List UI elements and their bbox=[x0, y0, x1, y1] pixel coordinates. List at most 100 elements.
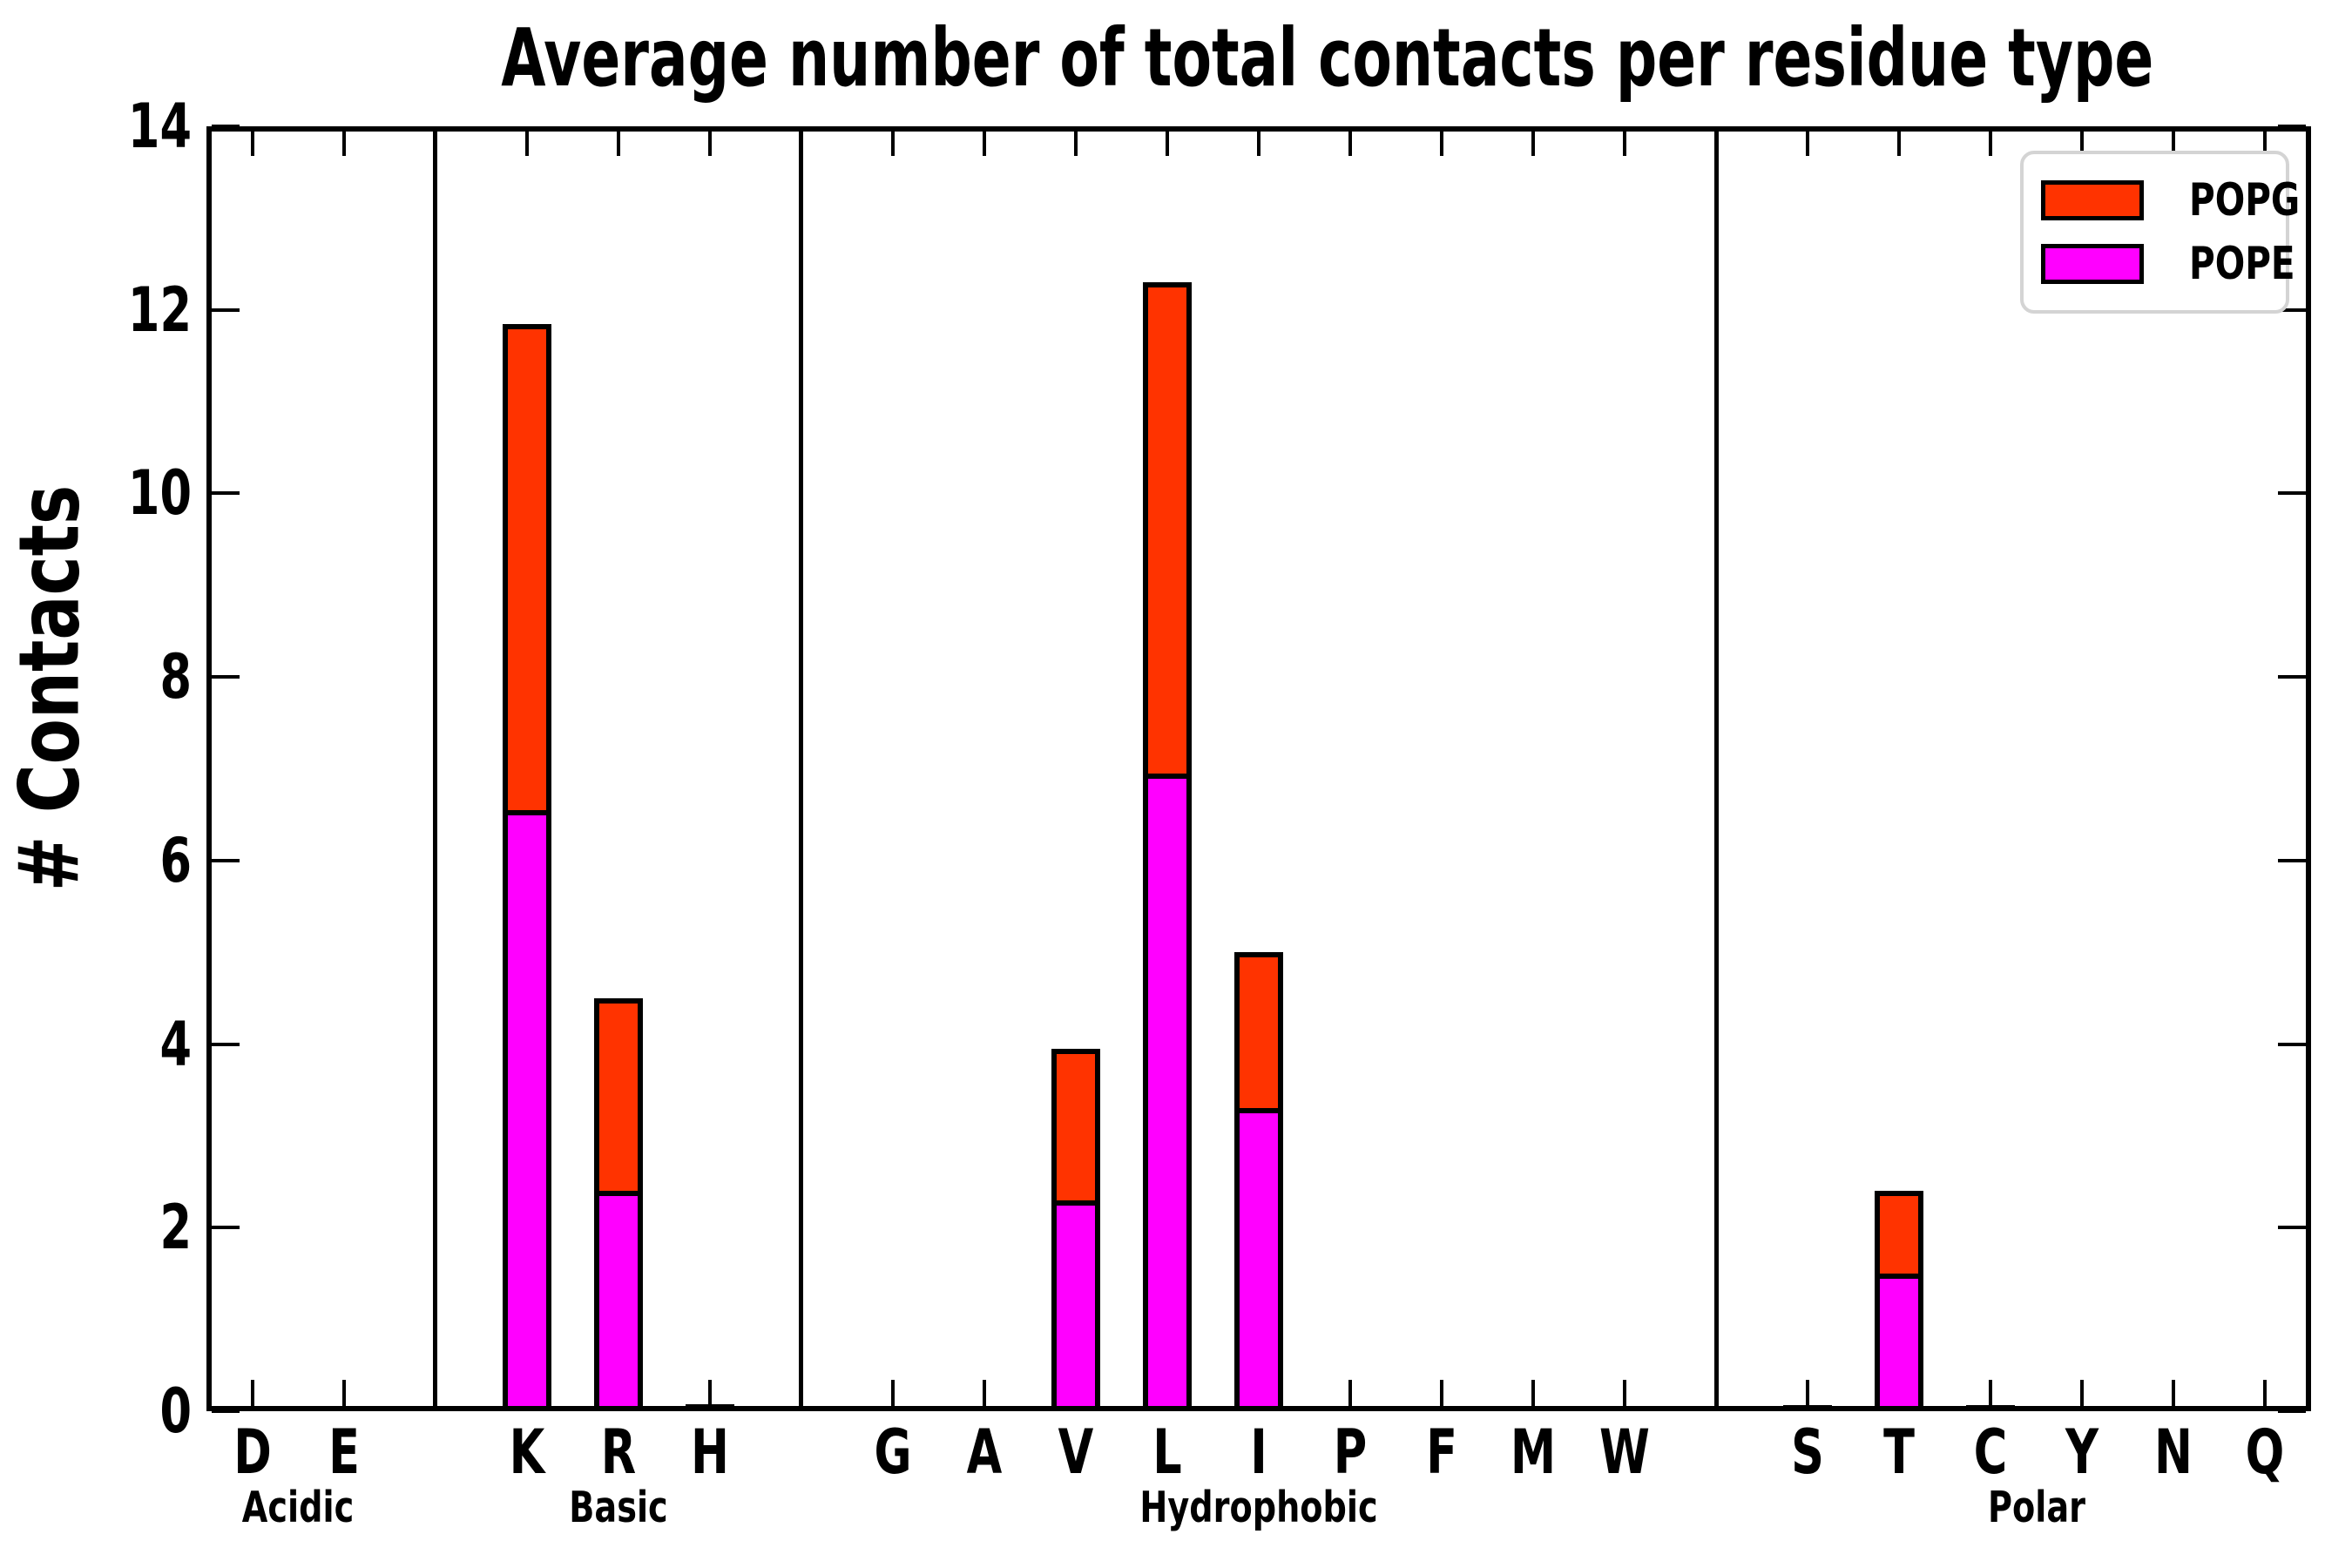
x-tick-label-Q: Q bbox=[2246, 1416, 2285, 1488]
x-tick-label-R: R bbox=[600, 1416, 636, 1488]
x-tick-top-L bbox=[1165, 132, 1169, 156]
x-tick-label-Y: Y bbox=[2065, 1416, 2099, 1488]
bar-D bbox=[227, 1406, 277, 1409]
bar-M bbox=[1509, 1405, 1558, 1409]
bar-R-pope-segment bbox=[598, 1191, 638, 1406]
bar-C bbox=[1966, 1404, 2016, 1409]
bar-F bbox=[1417, 1405, 1467, 1409]
legend-entry-pope: POPE bbox=[2041, 241, 2295, 287]
bar-L bbox=[1142, 282, 1192, 1411]
x-tick-label-V: V bbox=[1058, 1416, 1094, 1488]
y-tick-right-8 bbox=[2278, 675, 2306, 679]
x-tick-top-C bbox=[1989, 132, 1993, 156]
x-tick-bottom-G bbox=[890, 1380, 895, 1406]
x-tick-bottom-S bbox=[1806, 1380, 1810, 1406]
x-tick-top-T bbox=[1897, 132, 1902, 156]
bar-E bbox=[319, 1405, 368, 1409]
y-tick-label-10: 10 bbox=[127, 457, 192, 530]
x-tick-label-I: I bbox=[1250, 1416, 1267, 1488]
group-separator-2 bbox=[1713, 132, 1719, 1406]
y-tick-label-14: 14 bbox=[127, 91, 192, 162]
x-tick-top-Q bbox=[2263, 132, 2268, 156]
x-tick-bottom-Y bbox=[2080, 1380, 2085, 1406]
bar-G bbox=[868, 1406, 917, 1409]
y-tick-right-4 bbox=[2278, 1042, 2306, 1046]
bar-K-pope-segment bbox=[507, 809, 546, 1406]
bar-S bbox=[1783, 1404, 1833, 1409]
group-label-hydrophobic: Hydrophobic bbox=[1139, 1483, 1378, 1532]
x-tick-label-L: L bbox=[1152, 1416, 1182, 1488]
y-tick-right-0 bbox=[2278, 1409, 2306, 1413]
x-tick-label-E: E bbox=[328, 1416, 360, 1488]
bar-A bbox=[959, 1405, 1009, 1409]
x-tick-label-W: W bbox=[1599, 1416, 1651, 1488]
x-tick-top-H bbox=[707, 132, 712, 156]
group-separator-0 bbox=[433, 132, 438, 1406]
pope-swatch bbox=[2041, 244, 2144, 284]
x-tick-top-W bbox=[1623, 132, 1627, 156]
x-tick-bottom-W bbox=[1623, 1380, 1627, 1406]
bar-P bbox=[1326, 1406, 1375, 1409]
y-tick-right-14 bbox=[2278, 125, 2306, 128]
x-tick-bottom-D bbox=[250, 1380, 254, 1406]
bar-H bbox=[685, 1403, 734, 1409]
bar-W bbox=[1600, 1405, 1650, 1409]
x-tick-label-H: H bbox=[690, 1416, 729, 1488]
y-tick-left-4 bbox=[212, 1042, 240, 1046]
y-tick-right-10 bbox=[2278, 491, 2306, 496]
x-tick-label-A: A bbox=[966, 1416, 1003, 1488]
x-tick-label-S: S bbox=[1791, 1416, 1825, 1488]
y-tick-label-0: 0 bbox=[159, 1375, 192, 1447]
x-tick-bottom-A bbox=[982, 1380, 986, 1406]
y-tick-label-6: 6 bbox=[159, 824, 192, 896]
x-tick-top-D bbox=[250, 132, 254, 156]
x-tick-top-G bbox=[890, 132, 895, 156]
x-tick-top-R bbox=[616, 132, 620, 156]
y-tick-left-6 bbox=[212, 858, 240, 862]
x-tick-label-T: T bbox=[1883, 1416, 1916, 1488]
x-tick-label-N: N bbox=[2154, 1416, 2193, 1488]
x-tick-label-C: C bbox=[1974, 1416, 2008, 1488]
group-label-acidic: Acidic bbox=[241, 1483, 355, 1532]
x-tick-label-F: F bbox=[1426, 1416, 1458, 1488]
x-tick-bottom-M bbox=[1531, 1380, 1536, 1406]
bar-Q bbox=[2240, 1406, 2290, 1409]
x-tick-top-M bbox=[1531, 132, 1536, 156]
y-tick-label-4: 4 bbox=[159, 1008, 192, 1080]
y-tick-label-2: 2 bbox=[159, 1192, 192, 1264]
x-tick-label-K: K bbox=[509, 1416, 544, 1488]
y-tick-left-2 bbox=[212, 1226, 240, 1230]
y-tick-left-12 bbox=[212, 308, 240, 312]
bar-K bbox=[502, 323, 551, 1411]
x-tick-label-D: D bbox=[233, 1416, 272, 1488]
group-separator-1 bbox=[799, 132, 804, 1406]
x-tick-top-I bbox=[1257, 132, 1260, 156]
bar-T-pope-segment bbox=[1880, 1273, 1919, 1406]
chart-title: Average number of total contacts per res… bbox=[501, 11, 2154, 105]
group-label-polar: Polar bbox=[1987, 1483, 2085, 1532]
bar-V bbox=[1051, 1048, 1100, 1411]
group-label-basic: Basic bbox=[568, 1483, 668, 1532]
bar-T bbox=[1875, 1191, 1924, 1411]
bar-I-pope-segment bbox=[1240, 1108, 1278, 1406]
y-tick-right-2 bbox=[2278, 1226, 2306, 1230]
x-tick-bottom-C bbox=[1989, 1380, 1993, 1406]
x-tick-top-Y bbox=[2080, 132, 2085, 156]
x-tick-top-F bbox=[1440, 132, 1444, 156]
x-tick-bottom-E bbox=[341, 1380, 346, 1406]
bar-N bbox=[2149, 1405, 2199, 1409]
x-tick-top-N bbox=[2172, 132, 2176, 156]
legend: POPG POPE bbox=[2020, 151, 2300, 314]
x-tick-label-P: P bbox=[1333, 1416, 1368, 1488]
y-tick-label-8: 8 bbox=[159, 641, 192, 713]
bar-L-pope-segment bbox=[1147, 773, 1186, 1406]
x-tick-label-G: G bbox=[874, 1416, 912, 1488]
x-tick-bottom-N bbox=[2172, 1380, 2176, 1406]
x-tick-label-M: M bbox=[1510, 1416, 1557, 1488]
bar-V-pope-segment bbox=[1056, 1200, 1095, 1406]
bar-Y bbox=[2058, 1406, 2107, 1409]
y-tick-left-0 bbox=[212, 1409, 240, 1413]
y-tick-right-6 bbox=[2278, 858, 2306, 862]
x-tick-top-K bbox=[524, 132, 529, 156]
